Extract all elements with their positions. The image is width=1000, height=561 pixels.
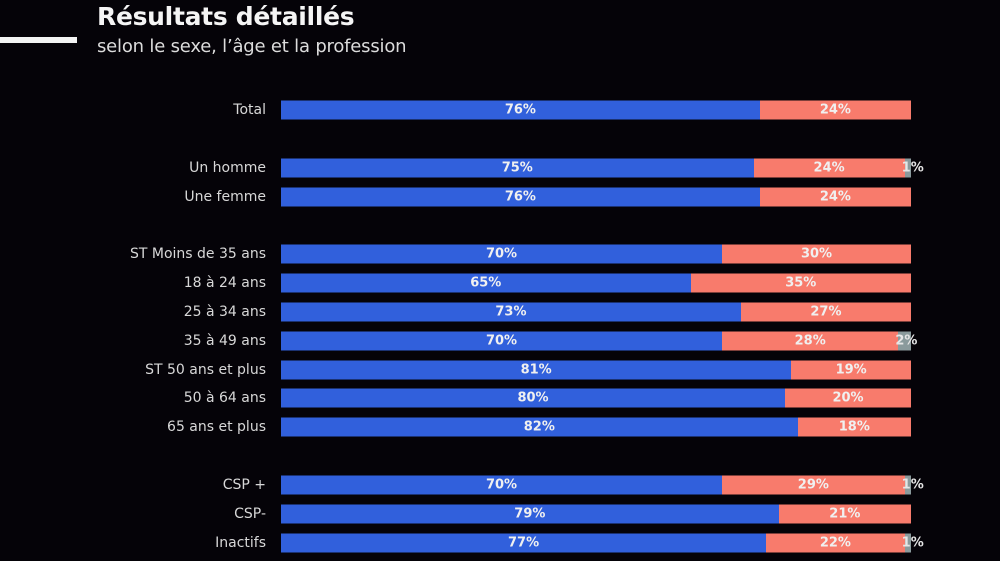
data-label: 29% xyxy=(797,477,829,493)
bar-segment-series_2 xyxy=(722,331,899,351)
bar-segment-series_1 xyxy=(281,504,779,524)
data-label: 30% xyxy=(800,246,833,262)
category-label: 50 à 64 ans xyxy=(183,390,266,407)
bar-segment-series_3 xyxy=(904,533,911,553)
data-label: 21% xyxy=(829,506,861,522)
title-accent-line xyxy=(0,37,77,43)
data-label: 2% xyxy=(895,333,918,349)
bar-segment-series_2 xyxy=(759,187,911,207)
category-label: 35 à 49 ans xyxy=(183,332,266,349)
data-label: 79% xyxy=(514,506,546,522)
bar-segment-series_2 xyxy=(753,158,905,178)
data-label: 76% xyxy=(504,189,536,205)
data-label: 22% xyxy=(819,535,851,551)
bar-segment-series_2 xyxy=(722,475,905,495)
chart-title: Résultats détaillés xyxy=(97,2,355,31)
data-label: 75% xyxy=(501,160,533,176)
category-label: Inactifs xyxy=(215,534,266,551)
bar-segment-series_1 xyxy=(281,388,785,408)
bar-segment-series_2 xyxy=(740,302,911,322)
bar-segment-series_1 xyxy=(281,360,792,380)
data-label: 1% xyxy=(901,477,924,493)
data-label: 70% xyxy=(485,246,518,262)
bar-segment-series_1 xyxy=(281,302,741,322)
bar-segment-series_2 xyxy=(791,360,911,380)
data-label: 76% xyxy=(504,102,536,118)
data-label: 27% xyxy=(810,304,842,320)
category-label: CSP- xyxy=(234,505,266,522)
category-label: 18 à 24 ans xyxy=(183,275,266,292)
category-label: ST 50 ans et plus xyxy=(145,361,266,378)
bar-segment-series_2 xyxy=(778,504,911,524)
chart-subtitle: selon le sexe, l’âge et la profession xyxy=(97,36,407,57)
bar-segment-series_2 xyxy=(797,417,911,437)
category-label: 25 à 34 ans xyxy=(183,304,266,320)
category-label: Total xyxy=(233,102,266,118)
data-label: 70% xyxy=(485,333,518,349)
category-label: CSP + xyxy=(222,477,266,493)
data-label: 19% xyxy=(835,362,867,378)
bar-segment-series_1 xyxy=(281,187,760,207)
bar-segment-series_1 xyxy=(281,244,722,264)
data-label: 82% xyxy=(523,419,555,435)
bar-segment-series_3 xyxy=(904,158,911,178)
data-label: 1% xyxy=(901,535,924,551)
data-label: 70% xyxy=(485,477,518,493)
bar-segment-series_1 xyxy=(281,331,722,351)
category-label: Une femme xyxy=(184,188,266,205)
bar-segment-series_2 xyxy=(722,244,911,264)
category-label: Un homme xyxy=(189,159,266,176)
bar-segment-series_1 xyxy=(281,100,760,120)
data-label: 35% xyxy=(785,275,817,291)
bar-segment-series_1 xyxy=(281,417,798,437)
data-label: 77% xyxy=(507,535,540,551)
bar-segment-series_2 xyxy=(766,533,905,553)
data-label: 24% xyxy=(819,189,851,205)
bar-segment-series_1 xyxy=(281,475,722,495)
data-label: 24% xyxy=(813,160,845,176)
bar-segment-series_1 xyxy=(281,158,754,178)
data-label: 18% xyxy=(838,419,870,435)
bar-segment-series_2 xyxy=(690,273,911,293)
bar-segment-series_2 xyxy=(785,388,911,408)
bar-segment-series_1 xyxy=(281,533,767,553)
data-label: 24% xyxy=(819,102,851,118)
data-label: 65% xyxy=(470,275,502,291)
data-label: 80% xyxy=(517,390,549,406)
category-label: 65 ans et plus xyxy=(167,419,266,436)
data-label: 73% xyxy=(495,304,527,320)
bar-segment-series_3 xyxy=(904,475,911,495)
data-label: 28% xyxy=(794,333,826,349)
category-label: ST Moins de 35 ans xyxy=(129,246,266,263)
bar-segment-series_2 xyxy=(759,100,911,120)
bar-segment-series_3 xyxy=(898,331,911,351)
bar-segment-series_1 xyxy=(281,273,691,293)
data-label: 1% xyxy=(901,160,924,176)
data-label: 81% xyxy=(520,362,552,378)
data-label: 20% xyxy=(832,390,864,406)
